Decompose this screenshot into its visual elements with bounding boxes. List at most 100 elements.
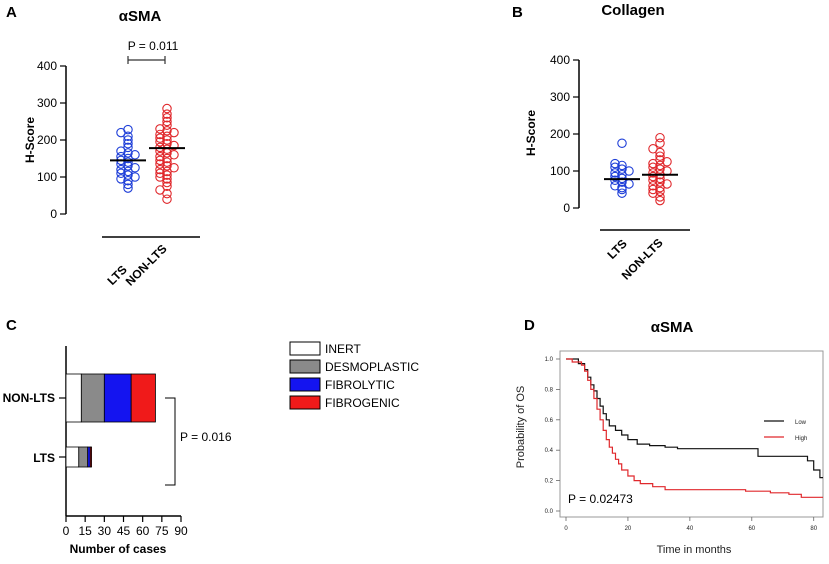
panel-b-ytick-label: 200 (550, 127, 570, 141)
panel-a-pvalue: P = 0.011 (128, 39, 179, 53)
panel-c-xtick-label: 90 (174, 524, 188, 538)
panel-b-point-lts (617, 164, 627, 174)
panel-c-pvalue: P = 0.016 (180, 430, 232, 444)
panel-a-point-non-lts (155, 137, 165, 147)
panel-b-point-non-lts (655, 151, 665, 161)
panel-c-xtick-label: 0 (63, 524, 70, 538)
panel-d-xtick-label: 20 (625, 526, 632, 532)
panel-c-legend-fibrogenic: FIBROGENIC (325, 396, 400, 410)
panel-d-legend-high: High (795, 436, 807, 442)
panel-c-bar-non-lts-fibrolytic (103, 373, 132, 423)
panel-a-point-lts (123, 179, 133, 190)
panel-c-xtick-label: 60 (136, 524, 150, 538)
panel-b-point-lts (617, 177, 627, 187)
panel-b-point-lts (617, 188, 627, 198)
panel-a-point-lts (130, 163, 140, 173)
panel-d-xtick-label: 80 (810, 526, 817, 532)
panel-b-point-non-lts (655, 186, 665, 197)
panel-a-point-non-lts (162, 177, 172, 188)
panel-a-point-non-lts (155, 133, 165, 143)
panel-a-point-lts (123, 148, 133, 158)
panel-a-point-lts (123, 183, 133, 193)
panel-b-point-non-lts (648, 162, 658, 173)
panel-a-point-non-lts (169, 163, 179, 173)
panel-c-bar-lts-fibrogenic (89, 446, 92, 468)
panel-a-ytick-label: 200 (37, 133, 57, 147)
panel-c-legend-swatch-fibrolytic (289, 377, 321, 392)
panel-a-point-lts (123, 157, 133, 167)
panel-a-point-non-lts (162, 126, 172, 136)
panel-c-bar-non-lts-inert (65, 373, 82, 423)
panel-a-point-lts (116, 168, 126, 179)
panel-c-cat-lts: LTS (33, 451, 55, 465)
panel-d-ytick-label: 0.2 (545, 479, 554, 485)
panel-b-point-lts (624, 166, 634, 176)
panel-a-cat-nonlts: NON-LTS (123, 242, 170, 289)
panel-b-point-lts (617, 138, 627, 149)
panel-b-ytick-label: 100 (550, 164, 570, 178)
panel-d-pvalue: P = 0.02473 (568, 492, 633, 506)
panel-d-title: αSMA (651, 319, 694, 336)
panel-a-title: αSMA (119, 8, 162, 25)
panel-b-point-lts (610, 162, 620, 173)
panel-c-stacked-bar: 0 15 30 45 60 75 90 NON-LTS LTS Number of case… (3, 341, 419, 556)
panel-a-point-lts (123, 138, 133, 149)
panel-a-point-lts (123, 135, 133, 145)
panel-b-ylabel: H-Score (524, 110, 538, 156)
panel-a-point-non-lts (162, 174, 172, 184)
panel-a-point-non-lts (162, 116, 172, 127)
panel-d-xlabel: Time in months (657, 544, 732, 556)
panel-a-point-non-lts (155, 159, 165, 169)
panel-a-point-non-lts (155, 155, 165, 166)
panel-d-ytick-label: 0.0 (545, 509, 554, 515)
panel-a-point-non-lts (162, 181, 172, 192)
panel-a-point-non-lts (162, 109, 172, 119)
panel-b-point-lts (610, 158, 620, 169)
panel-b-point-non-lts (648, 188, 658, 198)
panel-b-ytick-label: 400 (550, 53, 570, 67)
panel-a-point-lts (130, 172, 140, 182)
panel-d-xtick-label: 60 (748, 526, 755, 532)
panel-c-legend-desmoplastic: DESMOPLASTIC (325, 360, 419, 374)
panel-b-point-non-lts (655, 164, 665, 174)
panel-b-point-lts (610, 171, 620, 182)
panel-a-point-lts (123, 124, 133, 135)
panel-b-cat-lts: LTS (605, 237, 630, 262)
panel-a-point-non-lts (155, 168, 165, 179)
panel-a-point-non-lts (162, 113, 172, 123)
panel-b-point-non-lts (648, 144, 658, 154)
panel-b-title: Collagen (601, 2, 664, 19)
panel-d-ylabel: Probability of OS (515, 386, 527, 469)
panel-a-point-non-lts (155, 172, 165, 182)
panel-a-point-lts (123, 161, 133, 171)
panel-b-point-lts (617, 160, 627, 171)
panel-a-point-lts (123, 170, 133, 180)
panel-a-ytick-label: 100 (37, 170, 57, 184)
panel-a-point-non-lts (162, 157, 172, 167)
panel-a-ytick-label: 300 (37, 96, 57, 110)
panel-b-point-non-lts (655, 177, 665, 187)
panel-b-point-non-lts (648, 175, 658, 186)
panel-d-xtick-label: 0 (564, 526, 568, 532)
panel-letter-c: C (6, 317, 17, 334)
panel-d-xtick-label: 40 (687, 526, 694, 532)
panel-c-legend-swatch-inert (289, 341, 321, 356)
panel-a-ytick-label: 400 (37, 59, 57, 73)
panel-a-point-non-lts (155, 146, 165, 156)
panel-c-cat-nonlts: NON-LTS (3, 391, 55, 405)
panel-c-bar-non-lts-desmoplastic (80, 373, 105, 423)
panel-c-bar-non-lts-fibrogenic (130, 373, 156, 423)
panel-d-frame (559, 350, 824, 518)
panel-a-point-non-lts (162, 194, 172, 204)
panel-letter-b: B (512, 4, 523, 21)
panel-c-bar-lts-inert (65, 446, 80, 468)
panel-b-point-non-lts (648, 184, 658, 195)
panel-a-point-lts (123, 142, 133, 153)
panel-c-xtick-label: 45 (117, 524, 131, 538)
panel-c-xlabel: Number of cases (70, 542, 167, 556)
panel-c-sig-bracket (165, 397, 176, 486)
panel-c-xtick-label: 75 (155, 524, 169, 538)
